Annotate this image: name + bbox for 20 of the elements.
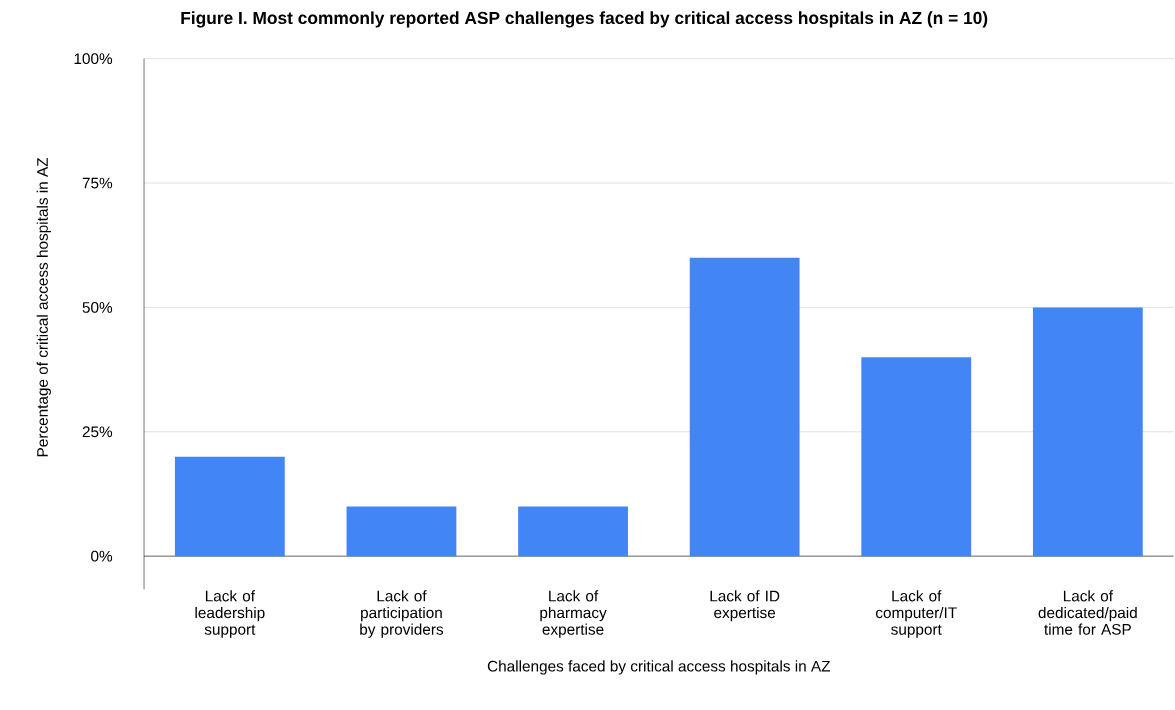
chart-title: Figure I. Most commonly reported ASP challenges faced by critical access hospitals in AZ (n = 10) <box>181 11 988 28</box>
y-tick-label: 50% <box>82 302 113 314</box>
bar <box>1032 307 1143 557</box>
bar <box>689 257 800 557</box>
y-tick-label: 75% <box>82 177 113 189</box>
y-tick-label: 0% <box>91 550 113 562</box>
x-tick-label: Lack of participation by providers <box>360 590 444 639</box>
y-axis-title: Percentage of critical access hospitals in AZ <box>36 158 51 457</box>
x-tick-label: Lack of pharmacy expertise <box>540 590 607 639</box>
y-tick-label: 25% <box>82 426 113 438</box>
bar <box>861 357 972 557</box>
bar <box>174 456 285 557</box>
x-axis-title: Challenges faced by critical access hospitals in AZ <box>487 660 831 675</box>
y-tick-label: 100% <box>74 53 113 65</box>
bar <box>346 506 457 557</box>
x-tick-label: Lack of leadership support <box>195 590 265 639</box>
x-tick-label: Lack of ID expertise <box>710 590 780 622</box>
bar <box>518 506 628 557</box>
x-tick-label: Lack of computer/IT support <box>875 590 957 639</box>
x-tick-label: Lack of dedicated/paid time for ASP <box>1038 590 1137 636</box>
